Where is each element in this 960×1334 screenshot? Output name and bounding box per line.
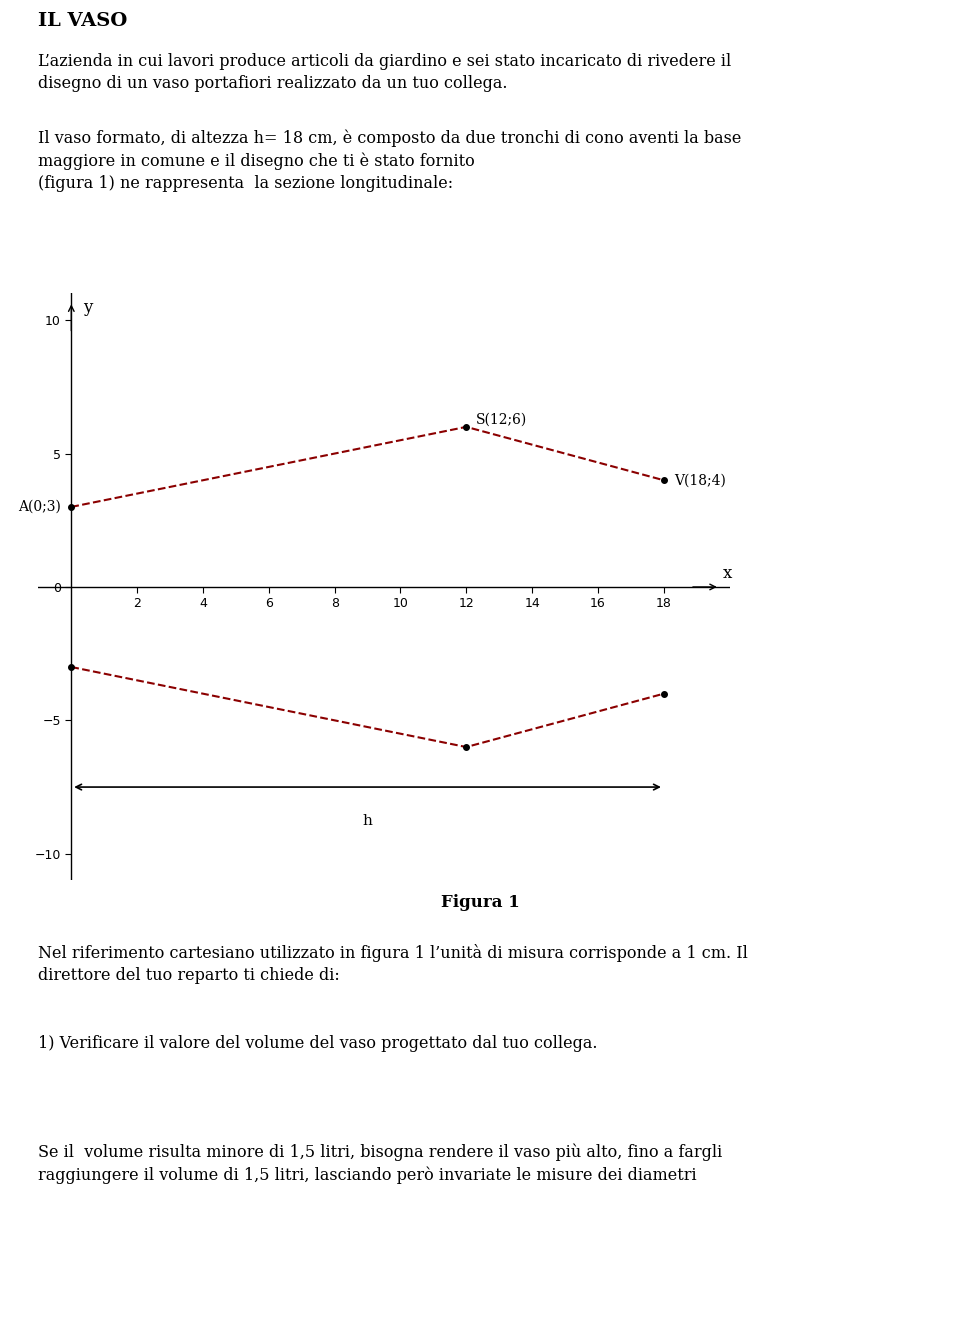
Text: Nel riferimento cartesiano utilizzato in figura 1 l’unità di misura corrisponde : Nel riferimento cartesiano utilizzato in…: [38, 944, 748, 984]
Text: V(18;4): V(18;4): [674, 474, 726, 487]
Text: S(12;6): S(12;6): [476, 414, 527, 427]
Text: 1) Verificare il valore del volume del vaso progettato dal tuo collega.: 1) Verificare il valore del volume del v…: [38, 1035, 598, 1051]
Text: y: y: [84, 299, 92, 316]
Text: IL VASO: IL VASO: [38, 12, 128, 29]
Text: Figura 1: Figura 1: [441, 894, 519, 911]
Text: L’azienda in cui lavori produce articoli da giardino e sei stato incaricato di r: L’azienda in cui lavori produce articoli…: [38, 53, 732, 92]
Text: x: x: [723, 566, 732, 582]
Text: A(0;3): A(0;3): [18, 500, 61, 514]
Text: h: h: [363, 814, 372, 827]
Text: Il vaso formato, di altezza h= 18 cm, è composto da due tronchi di cono aventi l: Il vaso formato, di altezza h= 18 cm, è …: [38, 129, 742, 192]
Text: Se il  volume risulta minore di 1,5 litri, bisogna rendere il vaso più alto, fin: Se il volume risulta minore di 1,5 litri…: [38, 1143, 723, 1183]
